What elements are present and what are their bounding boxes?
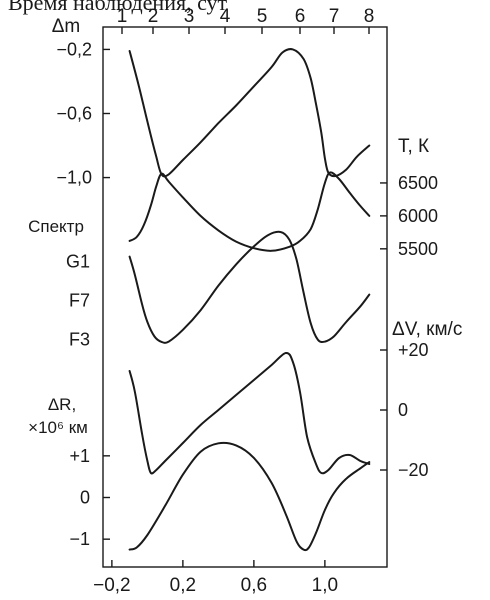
radius-axis-label: ΔR,	[48, 395, 76, 414]
magnitude-y-tick-label: −1,0	[56, 168, 92, 188]
radial_velocity-curve	[128, 351, 371, 475]
top-day-tick-label: 6	[295, 6, 306, 27]
spectrum-curve	[128, 230, 371, 344]
magnitude-curve	[128, 48, 371, 178]
top-day-tick-label: 8	[364, 6, 375, 27]
top-day-tick-label: 5	[257, 6, 268, 27]
spectrum-y-tick-label: F7	[69, 290, 90, 310]
radius-y-tick-label: 0	[80, 488, 90, 508]
radial_velocity-y-tick-label: 0	[398, 400, 408, 420]
curves-layer	[128, 48, 371, 552]
cropped-top-caption: Время наблюдения, сут	[8, 0, 228, 15]
top-day-tick-label: 7	[329, 6, 340, 27]
radius-y-tick-label: +1	[69, 446, 90, 466]
radial_velocity-y-tick-label: −20	[398, 460, 429, 480]
magnitude-y-tick-label: −0,6	[56, 104, 92, 124]
top-day-tick-label: 4	[220, 6, 231, 27]
radius-y-tick-label: −1	[69, 529, 90, 549]
radial_velocity-y-tick-label: +20	[398, 340, 429, 360]
top-day-tick-label: 2	[148, 6, 159, 27]
phase-tick-label: 0,2	[170, 575, 196, 596]
spectrum-y-tick-label: G1	[66, 251, 90, 271]
temperature-curve	[128, 171, 371, 252]
temperature-y-tick-label: 6000	[398, 206, 438, 226]
radius-axis-unit: ×10⁶ км	[28, 418, 88, 437]
phase-tick-label: 1,0	[312, 575, 338, 596]
magnitude-axis-label: Δm	[52, 16, 81, 37]
phase-tick-label: 0,6	[241, 575, 267, 596]
phase-tick-label: −0,2	[93, 575, 131, 596]
radius-curve	[128, 441, 371, 552]
temperature-axis-label: T, К	[398, 136, 429, 157]
temperature-y-tick-label: 5500	[398, 239, 438, 259]
top-day-tick-label: 1	[117, 6, 128, 27]
top-day-tick-label: 3	[184, 6, 195, 27]
temperature-y-tick-label: 6500	[398, 173, 438, 193]
axes-layer: Δm−1,0−0,6−0,2T, К650060005500СпектрF3F7…	[28, 6, 462, 596]
spectrum-axis-label: Спектр	[28, 217, 84, 236]
spectrum-y-tick-label: F3	[69, 330, 90, 350]
radial_velocity-axis-label: ΔV, км/с	[392, 319, 462, 340]
plot-frame	[102, 26, 388, 568]
magnitude-y-tick-label: −0,2	[56, 39, 92, 59]
